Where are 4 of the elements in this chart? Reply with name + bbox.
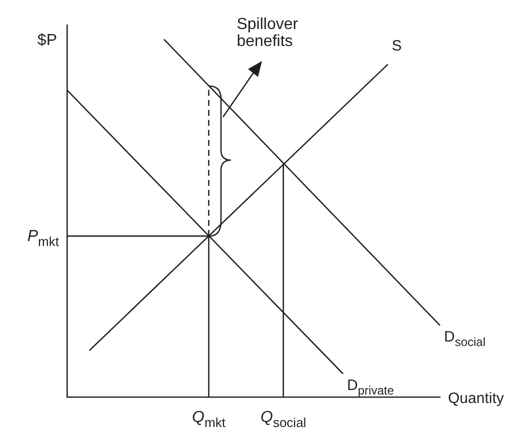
y-axis-title: $P xyxy=(37,32,58,49)
series-label: S xyxy=(392,37,402,54)
annotation: Spillover benefits xyxy=(236,16,300,50)
x-axis-title: Quantity xyxy=(448,390,504,407)
